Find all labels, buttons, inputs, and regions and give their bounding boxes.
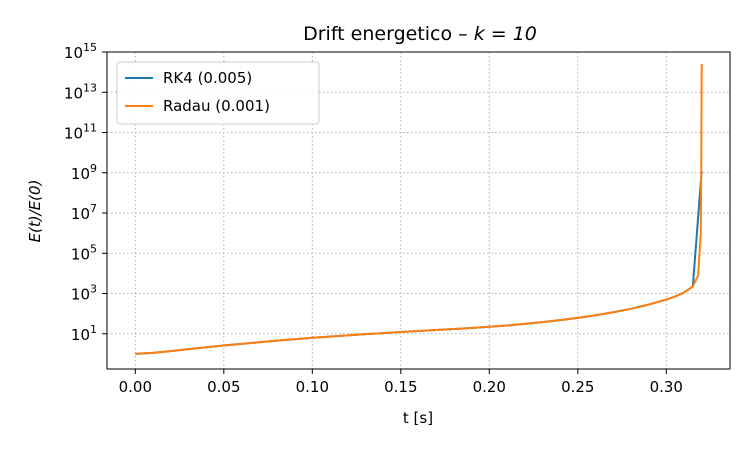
x-axis-ticks: 0.00 0.05 0.10 0.15 0.20 0.25 0.30 <box>119 369 683 396</box>
x-tick-label: 0.25 <box>561 378 594 396</box>
y-tick-label: 105 <box>71 242 97 263</box>
x-tick-label: 0.20 <box>473 378 506 396</box>
chart-title: Drift energetico – k = 10 <box>303 23 537 45</box>
x-tick-label: 0.05 <box>207 378 240 396</box>
series-line-radau <box>135 64 703 355</box>
x-axis-label: t [s] <box>403 409 433 427</box>
y-tick-label: 107 <box>71 202 97 223</box>
y-tick-label: 101 <box>71 323 97 344</box>
y-tick-label: 103 <box>71 283 97 304</box>
y-tick-label: 1011 <box>64 122 97 143</box>
legend-label-radau: Radau (0.001) <box>163 97 270 115</box>
y-tick-label: 109 <box>71 162 97 183</box>
y-axis-ticks: 101 103 105 107 109 1011 1013 1015 <box>64 41 107 344</box>
x-tick-label: 0.15 <box>384 378 417 396</box>
plot-frame <box>106 51 731 370</box>
legend-box <box>116 61 320 125</box>
y-tick-label: 1015 <box>64 41 97 62</box>
x-tick-label: 0.10 <box>296 378 329 396</box>
x-tick-label: 0.00 <box>119 378 152 396</box>
x-tick-label: 0.30 <box>650 378 683 396</box>
y-axis-label: E(t)/E(0) <box>26 180 44 243</box>
series-lines <box>135 64 703 355</box>
legend-label-rk4: RK4 (0.005) <box>163 69 252 87</box>
legend: RK4 (0.005) Radau (0.001) <box>116 61 320 125</box>
y-tick-label: 1013 <box>64 81 97 102</box>
